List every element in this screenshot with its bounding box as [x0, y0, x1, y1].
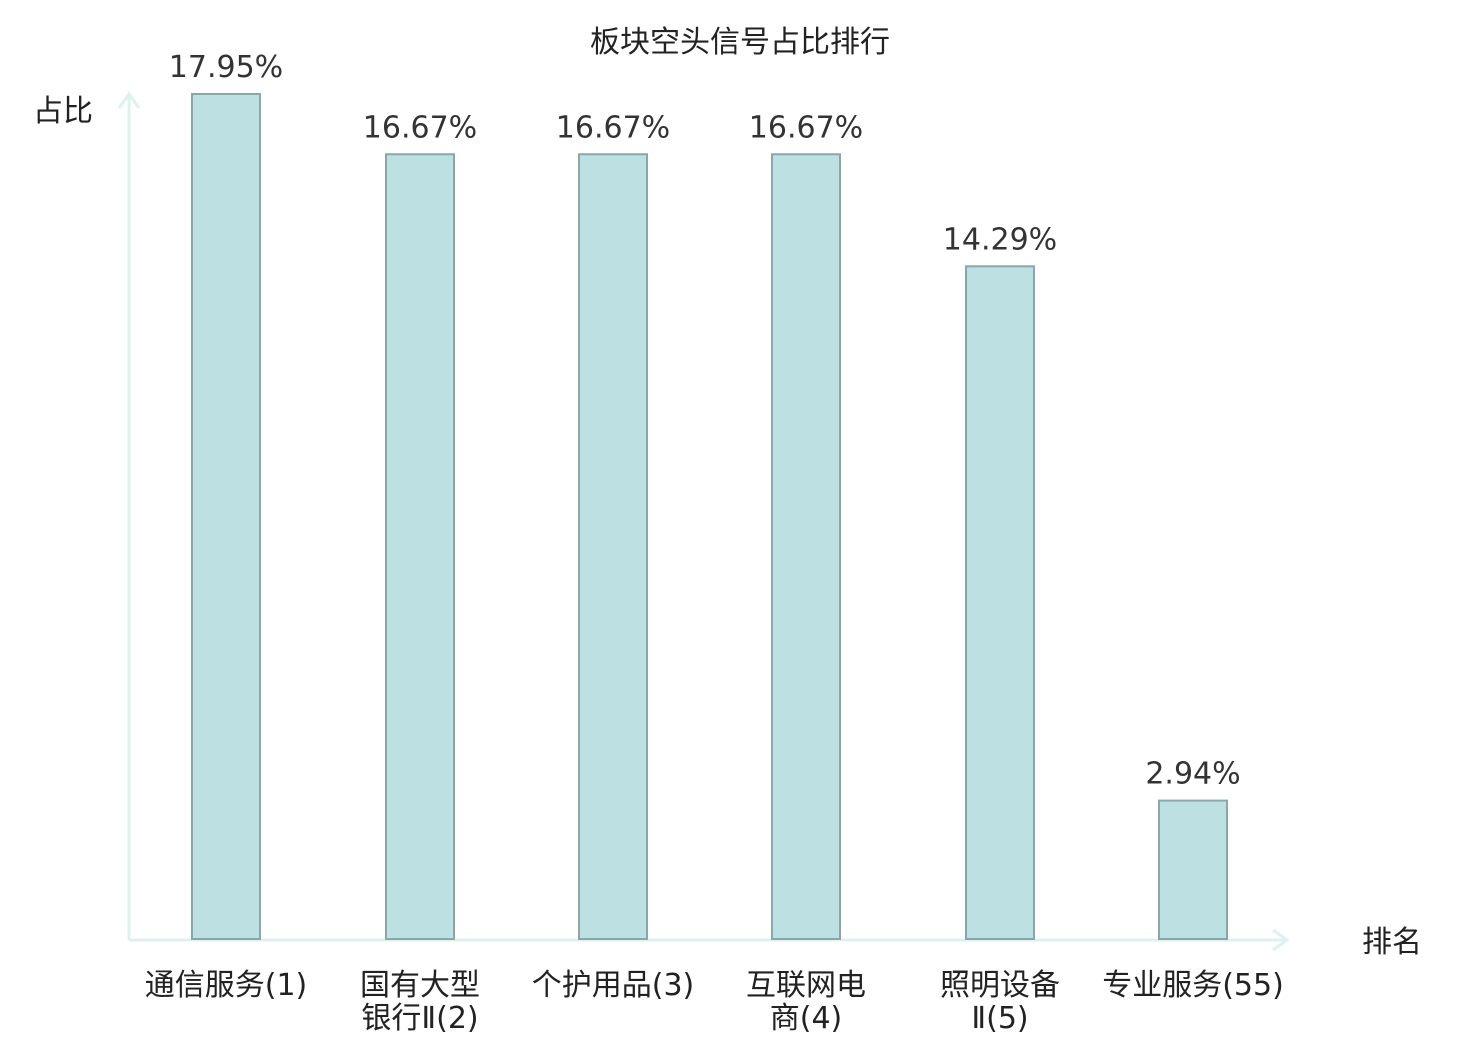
category-label: 通信服务(1) — [145, 968, 308, 1003]
value-label: 14.29% — [943, 222, 1057, 257]
value-label: 16.67% — [363, 110, 477, 145]
bars-group — [191, 93, 1228, 940]
x-axis-label: 排名 — [1362, 925, 1422, 960]
category-label: 商(4) — [770, 1001, 843, 1036]
category-label: Ⅱ(5) — [971, 1001, 1028, 1036]
y-axis-arrow — [117, 91, 141, 109]
value-label: 2.94% — [1145, 757, 1240, 792]
category-label: 银行Ⅱ(2) — [361, 1001, 478, 1036]
value-label: 16.67% — [556, 110, 670, 145]
bar — [1158, 799, 1228, 940]
value-labels-group: 17.95% 16.67% 16.67% 16.67% 14.29% 2.94% — [169, 50, 1241, 792]
bar — [385, 153, 455, 940]
category-label: 照明设备 — [940, 968, 1060, 1003]
chart-title: 板块空头信号占比排行 — [590, 25, 890, 60]
category-label: 个护用品(3) — [532, 968, 695, 1003]
category-label: 国有大型 — [360, 968, 480, 1003]
bar — [965, 265, 1035, 940]
bar — [578, 153, 648, 940]
x-axis-arrow — [1272, 928, 1290, 952]
bar — [771, 153, 841, 940]
value-label: 17.95% — [169, 50, 283, 85]
value-label: 16.67% — [749, 110, 863, 145]
bar — [191, 93, 261, 940]
category-label: 互联网电 — [746, 968, 866, 1003]
y-axis-label: 占比 — [33, 94, 93, 129]
category-label: 专业服务(55) — [1102, 968, 1284, 1003]
